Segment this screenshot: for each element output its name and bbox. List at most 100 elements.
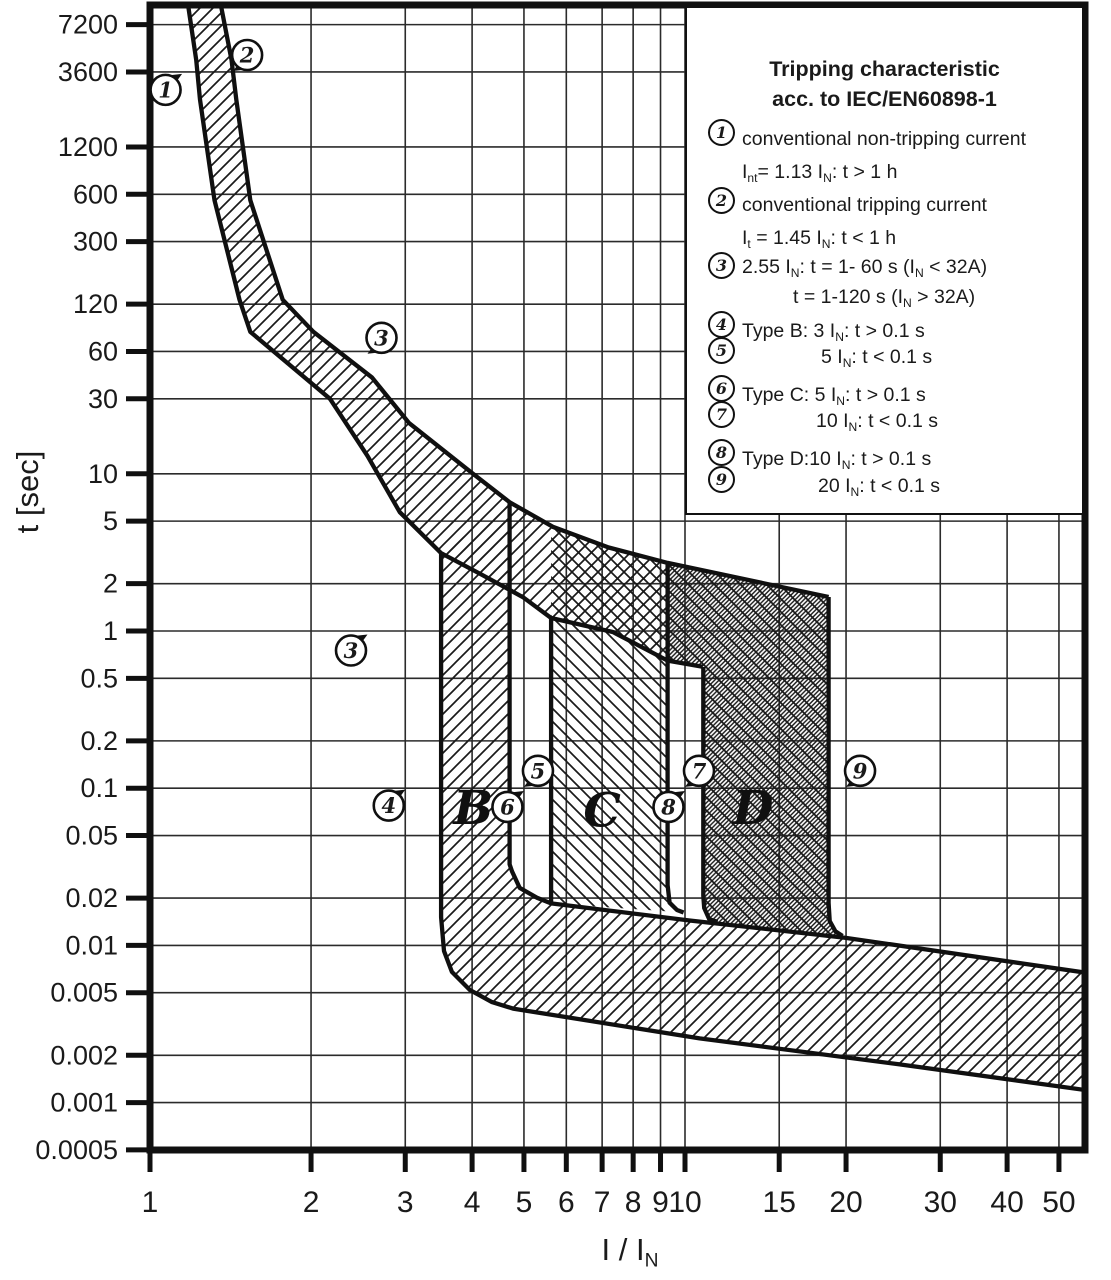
callout-circle — [652, 790, 685, 824]
y-tick-label: 0.1 — [80, 773, 118, 803]
y-tick-label: 3600 — [58, 57, 118, 87]
y-tick-label: 1200 — [58, 132, 118, 162]
legend-title: Tripping characteristic acc. to IEC/EN60… — [687, 54, 1082, 114]
x-tick-label: 30 — [924, 1186, 957, 1219]
D_band-fill2 — [667, 562, 843, 936]
y-tick-label: 0.5 — [80, 663, 118, 693]
callout-circle — [682, 754, 716, 788]
y-tick-label: 30 — [88, 384, 118, 414]
x-tick-label: 4 — [464, 1186, 481, 1219]
legend-num-3: 3 — [708, 252, 735, 279]
legend-item-line: Int= 1.13 IN: t > 1 h — [742, 161, 898, 186]
band-letter-D: D — [731, 781, 774, 836]
y-tick-label: 7200 — [58, 10, 118, 40]
band-letter-C: C — [583, 784, 620, 839]
legend-num-9: 9 — [708, 466, 735, 493]
plot-frame — [146, 1, 1089, 1154]
legend-item-line: 2.55 IN: t = 1- 60 s (IN < 32A) — [742, 256, 988, 281]
curves — [186, 7, 1085, 1093]
x-tick-label: 9 — [652, 1186, 669, 1219]
y-tick-label: 60 — [88, 336, 118, 366]
legend-item-line: 10 IN: t < 0.1 s — [816, 410, 939, 435]
x-tick-label: 5 — [516, 1186, 533, 1219]
callout-number: 2 — [239, 43, 255, 68]
lower-thermal-curve — [186, 7, 704, 669]
hatched-regions — [188, 7, 1085, 1090]
x-tick-label: 3 — [397, 1186, 414, 1219]
x-tick-label: 1 — [142, 1186, 159, 1219]
callout-circle — [491, 790, 524, 824]
callout-number: 3 — [374, 325, 389, 350]
legend-num-4: 4 — [708, 311, 735, 338]
y-tick-label: 600 — [73, 179, 118, 209]
legend-item-line: Type B: 3 IN: t > 0.1 s — [742, 320, 925, 345]
legend-title-line1: Tripping characteristic — [769, 57, 1000, 81]
y-tick-label: 0.05 — [65, 821, 118, 851]
legend-num-7: 7 — [708, 401, 735, 428]
y-axis-title: t [sec] — [10, 450, 45, 534]
callout-number: 5 — [531, 758, 546, 783]
y-tick-label: 0.02 — [65, 883, 118, 913]
x-tick-label: 7 — [594, 1186, 611, 1219]
y-tick-label: 5 — [103, 506, 118, 536]
D_lower_edge — [701, 667, 719, 924]
legend-title-line2: acc. to IEC/EN60898-1 — [772, 87, 997, 111]
x-tick-label: 10 — [668, 1186, 701, 1219]
legend-item-line: t = 1-120 s (IN > 32A) — [793, 286, 976, 311]
y-tick-label: 10 — [88, 459, 118, 489]
callout-number: 7 — [692, 758, 707, 783]
y-tick-label: 300 — [73, 227, 118, 257]
legend-item-line: 20 IN: t < 0.1 s — [818, 475, 941, 500]
x-axis-title: I / IN — [601, 1232, 659, 1272]
axis-tick-labels: 7200 3600 1200 600 300 120 60 30 10 5 2 1 0.5 0.2 0.1 0… — [35, 10, 1075, 1219]
D_upper_edge — [826, 597, 844, 938]
x-tick-label: 50 — [1042, 1186, 1075, 1219]
callout-number: 8 — [660, 794, 676, 819]
x-tick-label: 40 — [990, 1186, 1023, 1219]
band-letter-B: B — [451, 781, 493, 836]
callout-number: 3 — [344, 638, 359, 663]
legend-item-line: conventional non-tripping current — [742, 128, 1027, 150]
callout-circle — [372, 789, 406, 822]
callout-number: 6 — [500, 794, 515, 819]
legend-num-5: 5 — [708, 337, 735, 364]
callout-number: 9 — [853, 758, 868, 783]
legend-num-8: 8 — [708, 439, 735, 466]
y-tick-label: 0.0005 — [35, 1135, 118, 1165]
y-tick-label: 0.001 — [50, 1088, 118, 1118]
callout-circle — [521, 754, 555, 788]
B_lower_edge_and_bottom — [438, 553, 1085, 1093]
callout-circle — [149, 73, 182, 107]
x-tick-label: 6 — [558, 1186, 575, 1219]
B_and_bottom_band-fill — [441, 502, 1085, 1090]
legend-item-line: It = 1.45 IN: t < 1 h — [742, 227, 897, 252]
y-tick-label: 0.002 — [50, 1040, 118, 1070]
y-tick-label: 2 — [103, 569, 118, 599]
callout-circle — [365, 321, 398, 355]
y-tick-label: 1 — [103, 616, 118, 646]
legend-item-line: Type C: 5 IN: t > 0.1 s — [742, 384, 926, 409]
x-tick-label: 2 — [303, 1186, 320, 1219]
y-tick-label: 0.2 — [80, 726, 118, 756]
C_upper_edge — [665, 562, 685, 915]
callout-number: 4 — [381, 793, 396, 818]
legend-item-line: Type D:10 IN: t > 0.1 s — [742, 448, 932, 473]
legend: Tripping characteristic acc. to IEC/EN60… — [685, 8, 1082, 515]
legend-item-line: conventional tripping current — [742, 194, 987, 216]
callout-circle — [230, 38, 264, 72]
callout-number: 1 — [158, 77, 173, 102]
x-tick-label: 8 — [625, 1186, 642, 1219]
legend-num-1: 1 — [708, 119, 735, 146]
legend-item-line: 5 IN: t < 0.1 s — [821, 346, 933, 371]
C_band-fill — [551, 526, 684, 913]
callout-circle — [843, 754, 877, 788]
x-tick-label: 15 — [763, 1186, 796, 1219]
y-tick-label: 0.01 — [65, 930, 118, 960]
callout-circle — [334, 634, 368, 667]
legend-num-2: 2 — [708, 187, 735, 214]
y-tick-label: 120 — [73, 289, 118, 319]
legend-num-6: 6 — [708, 375, 735, 402]
axis-ticks — [126, 22, 1062, 1172]
